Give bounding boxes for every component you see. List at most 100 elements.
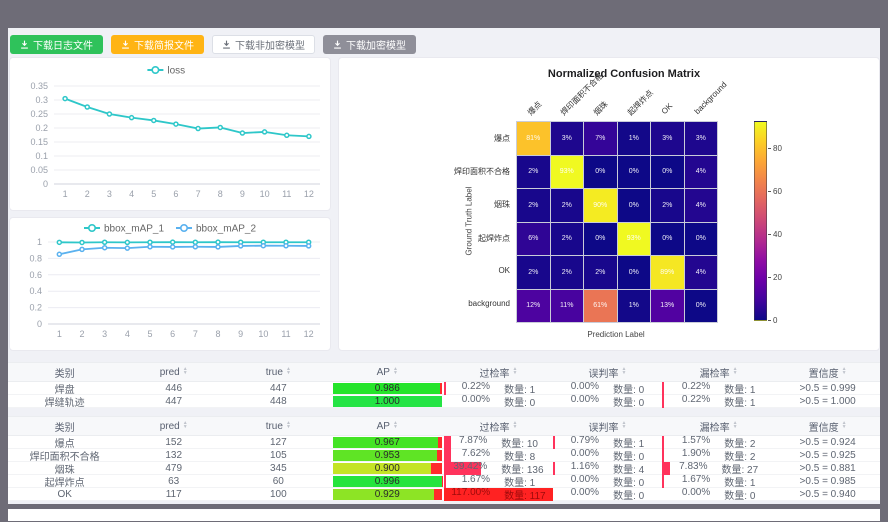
- download-plain-model-button[interactable]: 下载非加密模型: [212, 35, 315, 54]
- column-header-confidence[interactable]: 置信度 ▲ ▼: [775, 419, 880, 433]
- misjudge-cell: 0.00% 数量: 0: [553, 487, 662, 502]
- download-report-button[interactable]: 下载简报文件: [111, 35, 204, 54]
- table-row: 焊缝轨迹 447 448 1.000 0.00% 数量: 0 0.00% 数量: 0 0.22%…: [8, 393, 880, 409]
- column-header-true[interactable]: true ▲ ▼: [226, 367, 331, 378]
- x-tick-label: 12: [304, 189, 314, 199]
- column-header-label: true: [265, 366, 283, 378]
- column-header-label: 漏检率: [699, 422, 730, 434]
- pred-cell: 132: [165, 449, 183, 461]
- true-cell: 60: [272, 475, 284, 487]
- matrix-cell-value: 4%: [695, 168, 706, 176]
- matrix-cell-value: 2%: [528, 201, 539, 209]
- metrics-table-2: 类别 pred ▲ ▼ true ▲ ▼ AP ▲ ▼ 过检率 ▲ ▼ 误判率 ▲ ▼ 漏检率 ▲ ▼ 置信度 ▲ ▼ 爆点…: [8, 416, 880, 502]
- column-header-overdetect[interactable]: 过检率 ▲ ▼: [444, 419, 553, 433]
- class-cell: 焊印面积不合格: [29, 451, 100, 463]
- confusion-matrix-grid: 81% 3% 7% 1% 3% 3% 2% 93% 0% 0% 0% 4% 2% 2% 90% 0% 2% 4% 6…: [516, 121, 718, 323]
- pred-cell: 152: [165, 436, 183, 448]
- column-header-pred[interactable]: pred ▲ ▼: [121, 367, 226, 378]
- sort-caret-icon: ▲ ▼: [732, 366, 738, 376]
- matrix-cell-value: 0%: [662, 235, 673, 243]
- sort-caret-icon: ▲ ▼: [392, 366, 398, 376]
- x-tick-label: 3: [102, 329, 107, 339]
- rate-percent: 0.22%: [681, 380, 711, 392]
- column-label: 爆点: [525, 99, 544, 118]
- table-header-row: 类别 pred ▲ ▼ true ▲ ▼ AP ▲ ▼ 过检率 ▲ ▼ 误判率 ▲ ▼ 漏检率 ▲ ▼ 置信度 ▲ ▼: [8, 363, 880, 382]
- column-header-class: 类别: [8, 365, 121, 380]
- column-header-class: 类别: [8, 419, 121, 434]
- column-header-true[interactable]: true ▲ ▼: [226, 421, 331, 432]
- true-cell: 447: [269, 382, 287, 394]
- metrics-table-1: 类别 pred ▲ ▼ true ▲ ▼ AP ▲ ▼ 过检率 ▲ ▼ 误判率 ▲ ▼ 漏检率 ▲ ▼ 置信度 ▲ ▼ 焊盘…: [8, 362, 880, 409]
- x-tick-label: 8: [218, 189, 223, 199]
- matrix-cell: 3%: [550, 122, 583, 155]
- ap-cell: 0.986: [331, 382, 444, 394]
- overdetect-cell: 117.00% 数量: 117: [443, 487, 553, 502]
- rate-text: 0.22% 数量: 1: [662, 381, 775, 396]
- column-header-misjudge[interactable]: 误判率 ▲ ▼: [553, 419, 662, 433]
- column-header-confidence[interactable]: 置信度 ▲ ▼: [775, 365, 880, 380]
- rate-bar: [443, 381, 446, 395]
- row-label: OK: [498, 266, 510, 275]
- download-log-button[interactable]: 下载日志文件: [10, 35, 103, 54]
- ap-value: 0.953: [374, 449, 400, 461]
- class-cell: OK: [57, 488, 72, 500]
- rate-count: 数量: 0: [613, 451, 645, 463]
- row-label: 起焊炸点: [478, 233, 510, 243]
- matrix-cell: 13%: [651, 289, 684, 322]
- rate-percent: 0.00%: [681, 486, 711, 498]
- confidence-cell: >0.5 = 0.925: [799, 449, 856, 461]
- legend-item-loss[interactable]: loss: [147, 66, 185, 77]
- column-header-miss[interactable]: 漏检率 ▲ ▼: [662, 419, 775, 434]
- rate-text: 117.00% 数量: 117: [444, 487, 553, 502]
- rate-text: 1.16% 数量: 4: [553, 461, 662, 476]
- matrix-cell: 2%: [651, 189, 684, 222]
- y-tick-label: 0.05: [30, 165, 48, 175]
- matrix-cell-value: 2%: [528, 268, 539, 276]
- rate-count: 数量: 8: [504, 451, 536, 463]
- column-header-ap[interactable]: AP ▲ ▼: [331, 421, 444, 432]
- column-header-pred[interactable]: pred ▲ ▼: [121, 421, 226, 432]
- confidence-cell: >0.5 = 0.999: [799, 382, 856, 394]
- legend-item-bbox_mAP_1[interactable]: bbox_mAP_1: [84, 224, 164, 235]
- column-header-miss[interactable]: 漏检率 ▲ ▼: [662, 365, 775, 379]
- x-tick-label: 8: [215, 329, 220, 339]
- download-icon: [21, 40, 28, 49]
- content-area: 下载日志文件 下载简报文件 下载非加密模型 下载加密模型 0 0.05 0.1 0.15 0.…: [8, 28, 880, 521]
- matrix-cell: 4%: [684, 256, 717, 289]
- matrix-cell: 2%: [550, 222, 583, 255]
- ap-value: 1.000: [374, 395, 400, 407]
- matrix-cell: 3%: [684, 122, 717, 155]
- matrix-cell: 1%: [617, 122, 650, 155]
- y-tick-label: 0.8: [29, 253, 42, 263]
- column-header-label: true: [265, 420, 283, 432]
- rate-percent: 0.00%: [461, 393, 491, 405]
- rate-text: 0.00% 数量: 0: [662, 487, 775, 502]
- matrix-cell-value: 1%: [628, 134, 639, 142]
- matrix-cell: 4%: [684, 189, 717, 222]
- ap-remainder-bar: [431, 462, 442, 474]
- download-encrypted-model-button[interactable]: 下载加密模型: [323, 35, 416, 54]
- rate-count: 数量: 2: [724, 438, 756, 450]
- loss-chart-card: 0 0.05 0.1 0.15 0.2 0.25 0.3 0.35 1 2 3 4 5 6 7 8 9 10 11 1…: [9, 57, 331, 211]
- row-label: 烟珠: [494, 200, 510, 210]
- ap-bar: [332, 475, 442, 487]
- column-header-label: 类别: [54, 368, 75, 380]
- rate-bar: [661, 474, 664, 488]
- x-tick-label: 1: [63, 189, 68, 199]
- rate-text: 0.00% 数量: 0: [553, 448, 662, 463]
- column-header-ap[interactable]: AP ▲ ▼: [331, 367, 444, 378]
- matrix-cell: 12%: [517, 289, 550, 322]
- legend-item-bbox_mAP_2[interactable]: bbox_mAP_2: [176, 224, 256, 235]
- column-header-label: 置信度: [808, 368, 839, 380]
- x-tick-label: 5: [151, 189, 156, 199]
- column-header-misjudge[interactable]: 误判率 ▲ ▼: [553, 365, 662, 379]
- y-tick-label: 0.4: [29, 286, 42, 296]
- column-header-overdetect[interactable]: 过检率 ▲ ▼: [444, 365, 553, 379]
- rate-percent: 117.00%: [451, 486, 491, 498]
- x-tick-label: 6: [173, 189, 178, 199]
- matrix-cell-value: 4%: [695, 268, 706, 276]
- sort-caret-icon: ▲ ▼: [841, 366, 847, 376]
- overdetect-cell: 7.87% 数量: 10: [443, 435, 553, 450]
- y-tick-label: 0.15: [30, 137, 48, 147]
